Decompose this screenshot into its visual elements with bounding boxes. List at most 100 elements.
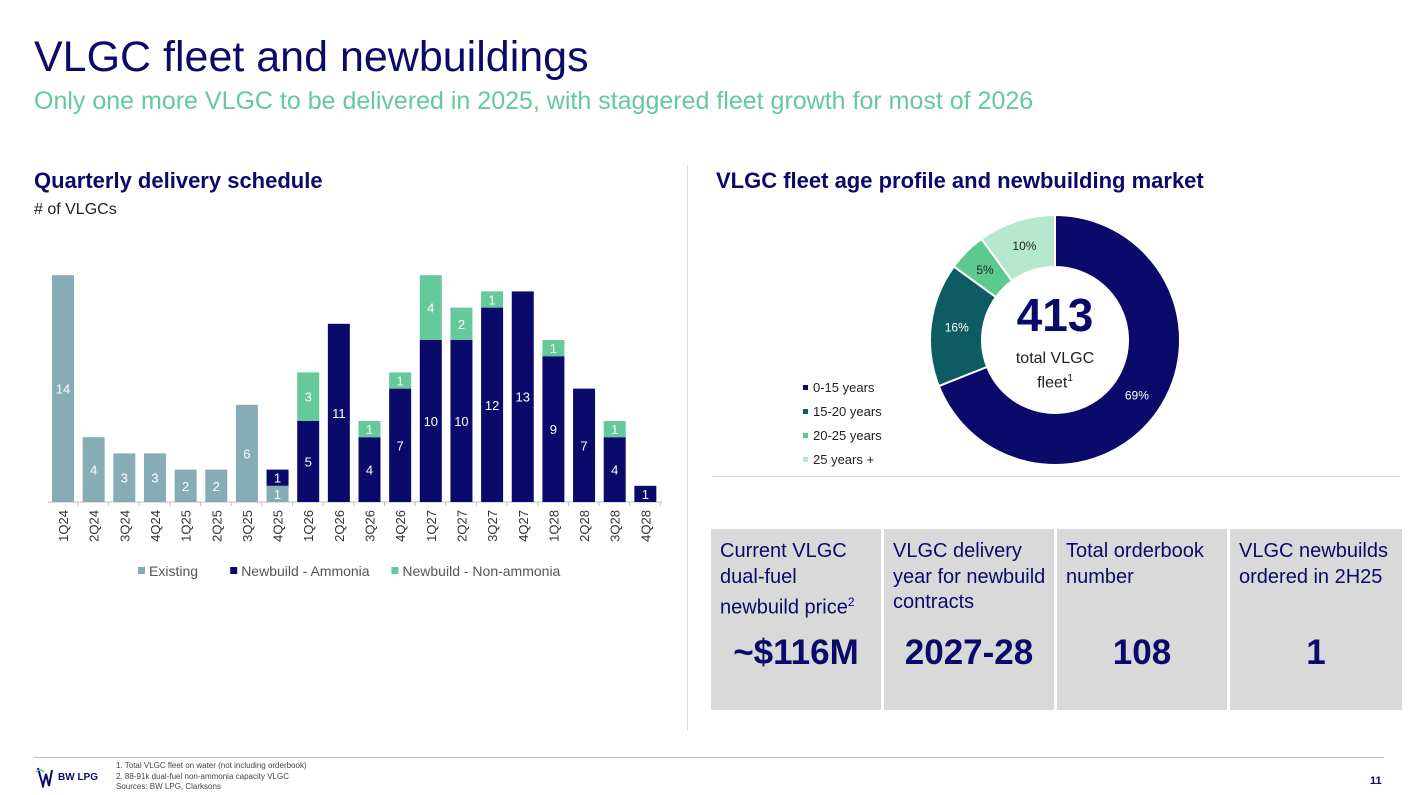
page-title: VLGC fleet and newbuildings bbox=[34, 33, 589, 81]
footer-rule bbox=[34, 757, 1384, 758]
legend-swatch bbox=[803, 408, 808, 414]
legend-label: Newbuild - Ammonia bbox=[241, 563, 370, 579]
bar-segment bbox=[174, 469, 197, 502]
donut-legend: 0-15 years 15-20 years 20-25 years 25 years… bbox=[803, 375, 882, 471]
logo-mark-icon bbox=[35, 767, 53, 788]
bar-segment bbox=[573, 388, 596, 502]
bar-segment bbox=[450, 340, 473, 502]
donut-legend-item: 15-20 years bbox=[803, 399, 882, 423]
bar-segment bbox=[113, 453, 136, 502]
bar-data-label: 1 bbox=[642, 487, 649, 502]
bar-segment bbox=[82, 437, 105, 502]
bar-data-label: 10 bbox=[424, 414, 438, 429]
donut-legend-item: 0-15 years bbox=[803, 375, 882, 399]
x-tick-label: 4Q25 bbox=[271, 510, 286, 542]
legend-swatch bbox=[803, 432, 808, 438]
legend-label: Existing bbox=[149, 563, 198, 579]
bar-segment bbox=[419, 275, 442, 340]
donut-chart-title: VLGC fleet age profile and newbuilding m… bbox=[716, 168, 1204, 193]
bar-data-label: 14 bbox=[56, 382, 70, 397]
legend-label: 25 years + bbox=[813, 451, 875, 467]
bar-data-label: 2 bbox=[458, 317, 465, 332]
logo-text: BW LPG bbox=[58, 771, 98, 783]
bar-segment bbox=[542, 340, 565, 357]
bar-segment bbox=[52, 275, 74, 502]
kpi-tile-label: VLGC newbuilds ordered in 2H25 bbox=[1239, 540, 1388, 588]
bar-data-label: 3 bbox=[121, 471, 128, 486]
bar-data-label: 9 bbox=[550, 422, 557, 437]
x-tick-label: 1Q28 bbox=[546, 510, 561, 542]
bar-segment bbox=[481, 291, 504, 308]
bar-segment bbox=[603, 421, 626, 438]
bar-segment bbox=[297, 372, 320, 421]
x-tick-label: 1Q24 bbox=[56, 510, 71, 542]
x-tick-label: 3Q25 bbox=[240, 510, 255, 542]
bar-segment bbox=[358, 437, 381, 502]
x-tick-label: 2Q26 bbox=[332, 510, 347, 542]
kpi-tile-value: 1 bbox=[1306, 633, 1326, 672]
bar-data-label: 1 bbox=[488, 293, 495, 308]
bar-data-label: 2 bbox=[213, 479, 220, 494]
bar-segment bbox=[603, 437, 626, 502]
fleet-total-label: total VLGC fleet1 bbox=[1015, 350, 1095, 392]
company-logo: BW LPG bbox=[34, 766, 98, 788]
x-tick-label: 4Q24 bbox=[148, 510, 163, 542]
x-tick-label: 2Q25 bbox=[209, 510, 224, 542]
donut-data-label: 16% bbox=[945, 321, 969, 335]
bar-data-label: 3 bbox=[305, 390, 312, 405]
page-number: 11 bbox=[1370, 775, 1382, 787]
bar-data-label: 4 bbox=[611, 463, 618, 478]
x-tick-label: 4Q26 bbox=[393, 510, 408, 542]
kpi-tile-label: Current VLGC dual-fuel newbuild price2 bbox=[720, 540, 855, 619]
legend-label: 15-20 years bbox=[813, 403, 882, 419]
bar-segment bbox=[481, 307, 504, 502]
bar-data-label: 7 bbox=[397, 438, 404, 453]
x-tick-label: 1Q25 bbox=[179, 510, 194, 542]
donut-data-label: 69% bbox=[1125, 389, 1149, 403]
kpi-tile-price: Current VLGC dual-fuel newbuild price2 ~… bbox=[711, 529, 881, 710]
donut-data-label: 10% bbox=[1012, 239, 1036, 253]
bar-segment bbox=[143, 453, 166, 502]
x-tick-label: 3Q26 bbox=[363, 510, 378, 542]
bar-segment bbox=[266, 469, 289, 486]
bar-data-label: 2 bbox=[182, 479, 189, 494]
donut-data-label: 5% bbox=[976, 263, 994, 277]
x-tick-label: 1Q26 bbox=[301, 510, 316, 542]
footnote-2: 2. 88-91k dual-fuel non-ammonia capacity… bbox=[116, 771, 289, 781]
bar-data-label: 1 bbox=[366, 422, 373, 437]
donut-slice bbox=[937, 213, 1181, 466]
bar-chart-title: Quarterly delivery schedule bbox=[34, 168, 323, 193]
page-subtitle: Only one more VLGC to be delivered in 20… bbox=[34, 87, 1034, 115]
bar-data-label: 12 bbox=[485, 398, 499, 413]
horizontal-divider bbox=[712, 476, 1400, 477]
bar-segment bbox=[205, 469, 228, 502]
footnote-sources: Sources: BW LPG, Clarksons bbox=[116, 782, 221, 791]
bar-segment bbox=[542, 356, 565, 502]
donut-slice bbox=[980, 213, 1056, 283]
bar-segment bbox=[266, 485, 289, 502]
bar-data-label: 1 bbox=[274, 487, 281, 502]
bar-segment bbox=[634, 485, 657, 502]
bar-data-label: 6 bbox=[243, 446, 250, 461]
bar-segment bbox=[389, 388, 412, 502]
footnote-1: 1. Total VLGC fleet on water (not includ… bbox=[116, 761, 307, 770]
kpi-tile-delivery-year: VLGC delivery year for newbuild contract… bbox=[884, 529, 1054, 710]
footnotes: 1. Total VLGC fleet on water (not includ… bbox=[116, 761, 307, 793]
bar-data-label: 10 bbox=[454, 414, 468, 429]
bar-data-label: 11 bbox=[332, 406, 346, 421]
bar-segment bbox=[297, 421, 320, 502]
legend-swatch bbox=[230, 567, 238, 574]
legend-label: 0-15 years bbox=[813, 379, 875, 395]
legend-swatch bbox=[803, 456, 808, 462]
kpi-tile-value: 2027-28 bbox=[904, 633, 1034, 672]
bar-segment bbox=[511, 291, 534, 502]
x-tick-label: 3Q27 bbox=[485, 510, 500, 542]
delivery-bar-chart: 141Q2442Q2433Q2434Q2421Q2522Q2563Q25114Q… bbox=[48, 275, 662, 579]
vertical-divider bbox=[687, 165, 688, 730]
x-tick-label: 3Q28 bbox=[608, 510, 623, 542]
legend-swatch bbox=[138, 567, 145, 574]
x-tick-label: 4Q27 bbox=[516, 510, 531, 542]
x-tick-label: 4Q28 bbox=[638, 510, 653, 542]
kpi-tile-value: 108 bbox=[1112, 633, 1172, 672]
kpi-tile-value: ~$116M bbox=[733, 633, 859, 672]
